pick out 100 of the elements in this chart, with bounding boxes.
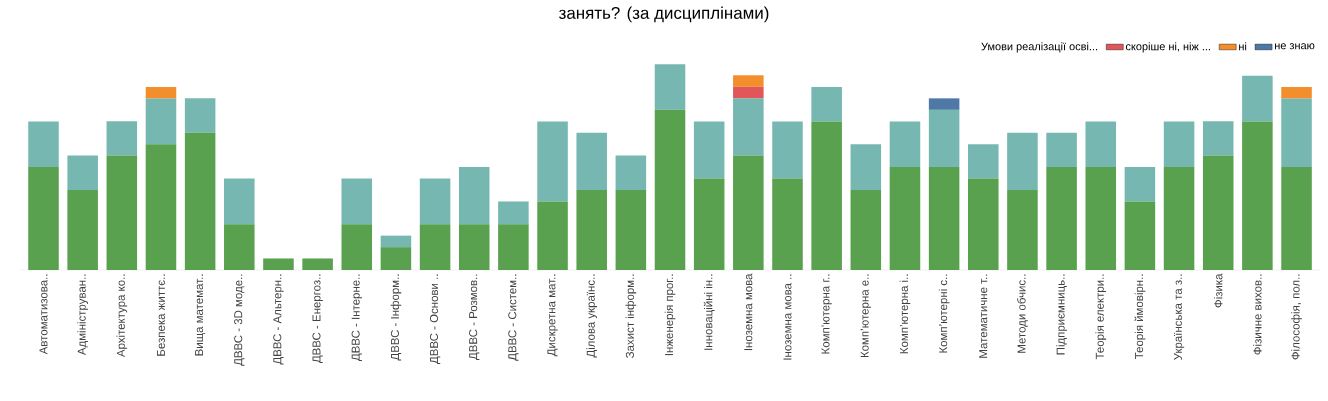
bar	[615, 189, 647, 270]
bar	[1281, 98, 1312, 168]
bar	[811, 87, 842, 122]
bar	[341, 178, 373, 225]
x-tick-label: ДВВС - 3D моде..	[234, 274, 245, 366]
bar	[341, 224, 373, 270]
bar	[498, 224, 529, 270]
bar	[928, 98, 960, 110]
x-tick-label: ДВВС - Енергоз..	[312, 274, 323, 364]
bar	[733, 98, 764, 156]
x-tick-label: Математичне т..	[979, 274, 988, 358]
bar	[615, 155, 647, 190]
x-tick-label: Ділова українс..	[586, 274, 598, 358]
bar	[1046, 167, 1077, 270]
bar	[1085, 121, 1117, 168]
bar	[968, 178, 999, 270]
bar	[145, 87, 177, 99]
bar	[654, 64, 686, 110]
x-tick-label: Інженерія прог..	[664, 274, 676, 356]
x-tick-label: Методи обчис..	[1017, 274, 1028, 353]
bar	[28, 121, 59, 168]
bar	[576, 132, 607, 190]
bar	[537, 201, 568, 270]
bar	[1124, 201, 1156, 270]
bar	[145, 98, 177, 145]
bar	[380, 235, 412, 248]
x-tick-label: Іноземна мова ..	[783, 274, 792, 360]
bar	[772, 178, 803, 270]
bar	[184, 98, 216, 133]
bar	[537, 121, 568, 202]
bar	[1046, 132, 1077, 168]
bar	[498, 201, 529, 225]
bar	[224, 224, 255, 270]
bar	[28, 167, 59, 270]
bar	[1163, 167, 1195, 270]
bar	[1163, 121, 1195, 168]
x-tick-label: Комп’ютерна е..	[860, 274, 871, 358]
x-tick-label: Філософія, пол..	[1291, 274, 1302, 360]
legend-label: ні	[1239, 42, 1247, 51]
x-tick-label: Фізичне вихов..	[1253, 274, 1262, 355]
x-tick-label: Теорія ймовірн..	[1134, 274, 1146, 360]
x-tick-label: Українська та з..	[1173, 274, 1185, 361]
bar	[693, 121, 725, 179]
bar	[1242, 121, 1273, 270]
bar	[654, 109, 686, 270]
bar	[850, 189, 882, 270]
bar	[458, 167, 490, 225]
bar	[772, 121, 803, 179]
x-tick-label: Архітектура ко..	[116, 274, 128, 358]
x-tick-label: Дискретна мат..	[547, 274, 558, 357]
legend-title: Умови реалізації осві...	[981, 42, 1098, 53]
bar	[380, 247, 412, 270]
x-tick-label: Іноземна мова	[744, 273, 753, 351]
bar	[145, 144, 177, 270]
bar	[1281, 167, 1312, 270]
bar	[1007, 189, 1038, 270]
x-tick-label: Безпека життє..	[156, 274, 165, 356]
x-tick-label: ДВВС - Альтерн..	[273, 274, 284, 365]
bar	[1085, 167, 1117, 270]
bar	[184, 132, 216, 270]
x-tick-label: Комп’ютерна г..	[821, 274, 832, 354]
bar	[302, 258, 333, 270]
bar	[889, 121, 921, 168]
bar	[67, 189, 98, 270]
x-tick-label: Підприємниць..	[1056, 274, 1067, 355]
bar	[733, 75, 764, 87]
legend-label: не знаю	[1275, 43, 1315, 50]
x-tick-label: Захист інформ..	[625, 274, 637, 359]
x-tick-label: Інноваційні ін..	[703, 274, 715, 350]
bar	[224, 178, 255, 225]
x-tick-label: Вища математ..	[195, 274, 206, 356]
bar	[458, 224, 490, 270]
x-tick-label: Автоматизова..	[39, 274, 48, 355]
bar	[733, 86, 764, 99]
x-tick-label: Адмініструван..	[77, 274, 88, 356]
x-tick-label: Теорія електри..	[1095, 274, 1107, 360]
bar	[106, 121, 138, 156]
x-tick-label: Комп’ютерні с..	[938, 274, 950, 353]
bar	[889, 167, 921, 270]
bar	[928, 167, 960, 270]
bar	[1202, 155, 1234, 270]
x-tick-label: ДВВС - Основи ..	[429, 274, 441, 364]
bar	[811, 121, 842, 270]
bar	[263, 258, 294, 270]
bar	[419, 224, 451, 270]
bar	[1202, 121, 1234, 156]
bar	[1124, 167, 1156, 202]
x-tick-label: Фізика	[1214, 273, 1223, 308]
bar	[1281, 87, 1312, 99]
x-tick-label: ДВВС - Інформ..	[390, 274, 402, 361]
chart-title: занять? (за дисциплінами)	[559, 6, 769, 23]
bar	[928, 109, 960, 168]
bar	[106, 155, 138, 270]
x-tick-label: ДВВС - Розмов..	[469, 274, 480, 360]
bar	[576, 189, 607, 270]
bar	[1007, 132, 1038, 190]
x-tick-label: ДВВС - Інтерне..	[351, 274, 362, 361]
bar	[733, 155, 764, 270]
bar	[1242, 75, 1273, 122]
x-tick-label: Комп’ютерна і..	[899, 274, 911, 354]
